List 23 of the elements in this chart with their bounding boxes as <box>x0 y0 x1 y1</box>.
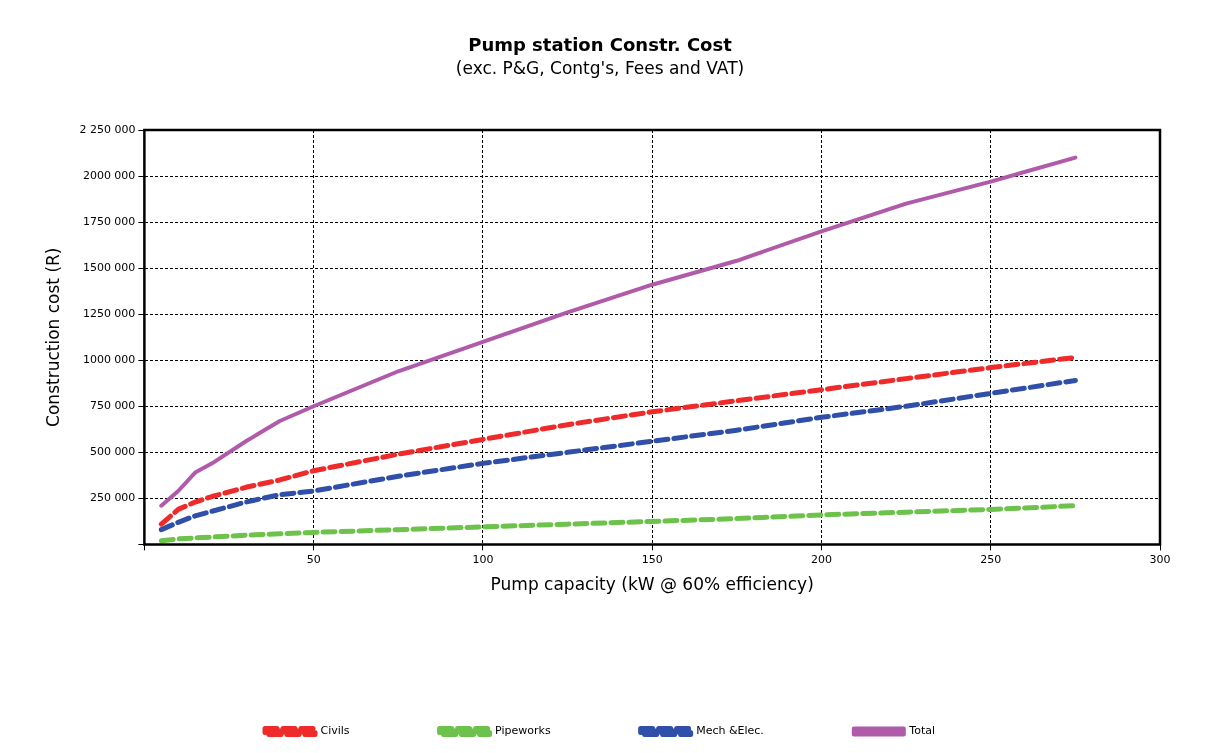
y-tick-label: 250 000 <box>89 491 136 505</box>
chart-subtitle: (exc. P&G, Contg's, Fees and VAT) <box>455 58 745 79</box>
y-tick-label: 500 000 <box>89 445 136 459</box>
legend-label: Mech &Elec. <box>696 724 764 738</box>
y-tick-label: 1750 000 <box>82 214 136 228</box>
x-tick-label: 150 <box>641 552 663 566</box>
legend-label: Civils <box>320 724 350 738</box>
x-axis-title: Pump capacity (kW @ 60% efficiency) <box>490 574 814 595</box>
y-tick-label: 1250 000 <box>82 307 136 321</box>
x-tick-label: 50 <box>306 552 321 566</box>
y-tick-label: 750 000 <box>89 399 136 413</box>
y-tick-label: 1000 000 <box>82 353 136 367</box>
y-axis-title: Construction cost (R) <box>42 247 63 427</box>
legend-label: Total <box>908 724 936 738</box>
x-tick-label: 100 <box>472 552 494 566</box>
x-tick-label: 300 <box>1149 552 1171 566</box>
y-tick-label: 2 250 000 <box>79 122 136 136</box>
x-tick-label: 250 <box>980 552 1002 566</box>
x-tick-label: 200 <box>810 552 832 566</box>
y-tick-label: 2000 000 <box>82 168 136 182</box>
y-tick-label: 1500 000 <box>82 260 136 274</box>
legend-label: Pipeworks <box>495 724 551 738</box>
chart-title: Pump station Constr. Cost <box>468 34 733 56</box>
